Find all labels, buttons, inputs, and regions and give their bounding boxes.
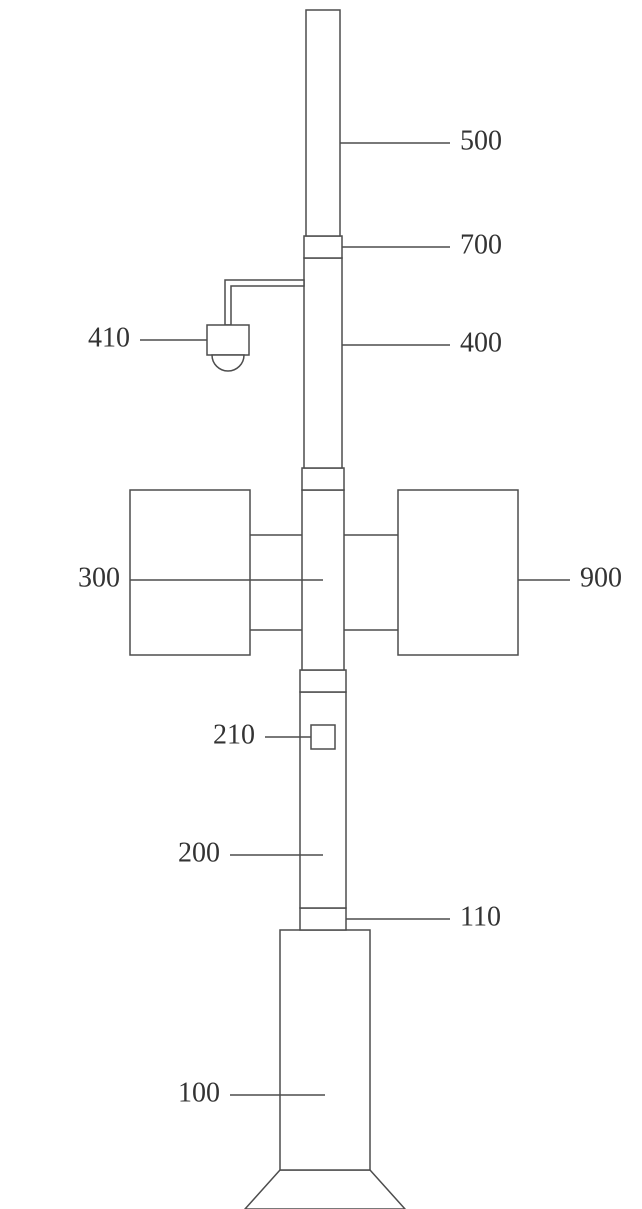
panel-210 — [311, 725, 335, 749]
technical-drawing: 500 700 410 400 300 900 210 200 110 100 — [0, 0, 642, 1209]
label-110: 110 — [460, 901, 501, 932]
flange-300-400 — [302, 468, 344, 490]
camera-body-410 — [207, 325, 249, 355]
flange-110 — [300, 908, 346, 930]
flange-700 — [304, 236, 342, 258]
label-700: 700 — [460, 229, 502, 260]
camera-dome-410 — [212, 355, 244, 371]
flange-200-300 — [300, 670, 346, 692]
label-100: 100 — [178, 1077, 220, 1108]
label-410: 410 — [88, 322, 130, 353]
section-500 — [306, 10, 340, 236]
label-900: 900 — [580, 562, 622, 593]
label-300: 300 — [78, 562, 120, 593]
base-column-100 — [280, 930, 370, 1170]
label-200: 200 — [178, 837, 220, 868]
label-210: 210 — [213, 719, 255, 750]
label-500: 500 — [460, 125, 502, 156]
base-flange — [245, 1170, 405, 1209]
section-400 — [304, 258, 342, 468]
right-display-panel-900 — [398, 490, 518, 655]
left-display-panel — [130, 490, 250, 655]
camera-arm — [225, 280, 304, 325]
label-400: 400 — [460, 327, 502, 358]
